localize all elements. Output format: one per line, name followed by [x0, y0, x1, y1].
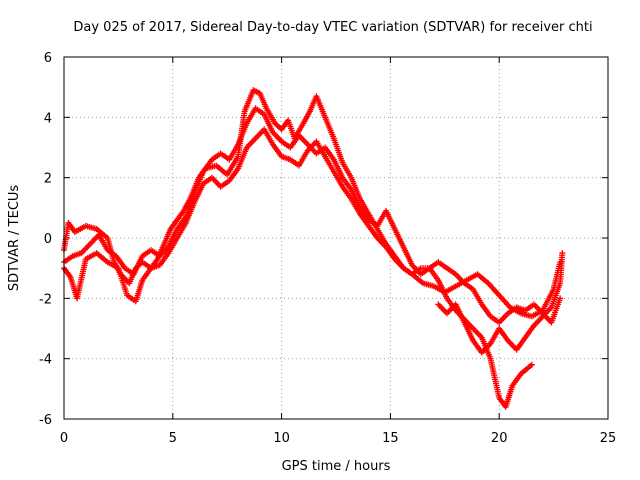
x-tick-label: 20	[491, 431, 508, 446]
x-tick-label: 10	[273, 431, 290, 446]
y-tick-label: -6	[39, 413, 52, 428]
y-axis-label: SDTVAR / TECUs	[7, 185, 22, 292]
y-tick-label: 2	[44, 172, 52, 187]
grid-lines	[64, 57, 608, 419]
data-point	[557, 295, 564, 302]
chart-title: Day 025 of 2017, Sidereal Day-to-day VTE…	[73, 20, 592, 35]
y-tick-label: -2	[39, 292, 52, 307]
data-point	[528, 361, 535, 368]
x-axis-label: GPS time / hours	[282, 459, 391, 474]
plot-frame	[63, 56, 609, 420]
y-tick-label: 6	[44, 51, 52, 66]
y-tick-label: -4	[39, 353, 52, 368]
axis-ticks: 0 5 10 15 20 25 -6 -4 -2 0 2 4 6	[39, 51, 616, 446]
x-tick-label: 15	[382, 431, 399, 446]
data-point	[559, 250, 566, 257]
y-tick-label: 0	[44, 232, 52, 247]
data-markers	[61, 87, 566, 410]
y-tick-label: 4	[44, 111, 52, 126]
x-tick-label: 0	[60, 431, 68, 446]
x-tick-label: 25	[600, 431, 617, 446]
x-tick-label: 5	[169, 431, 177, 446]
